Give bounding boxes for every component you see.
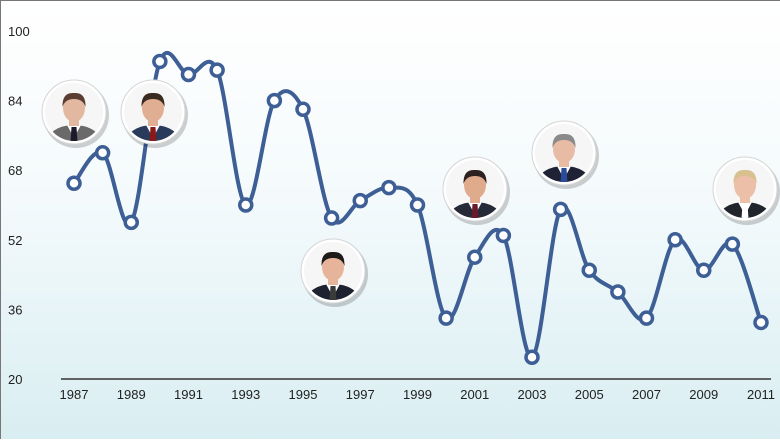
y-tick-label: 36 xyxy=(8,302,22,317)
x-tick-label: 2011 xyxy=(747,387,775,402)
data-point xyxy=(667,232,683,248)
data-point xyxy=(94,145,111,161)
data-point xyxy=(238,197,254,213)
portrait-4 xyxy=(442,156,510,225)
x-tick-label: 2005 xyxy=(575,387,604,402)
data-point xyxy=(696,262,712,278)
x-tick-label: 1991 xyxy=(174,387,203,402)
x-tick-label: 2007 xyxy=(632,387,661,402)
data-point xyxy=(266,92,283,109)
x-tick-label: 2009 xyxy=(689,387,718,402)
data-point xyxy=(438,310,454,326)
data-point xyxy=(753,314,769,331)
portrait-2 xyxy=(120,79,188,148)
x-tick-label: 1995 xyxy=(289,387,318,402)
data-point xyxy=(581,262,597,278)
x-axis-ticks: 1987 1989 1991 1993 1995 1997 1999 2001 2003 2005… xyxy=(60,387,775,402)
y-axis-ticks: 20 36 52 68 84 100 xyxy=(8,24,30,387)
portrait-5 xyxy=(531,120,599,189)
portrait-6 xyxy=(712,156,780,225)
x-tick-label: 2001 xyxy=(460,387,489,402)
portrait-1 xyxy=(41,79,109,148)
data-point xyxy=(209,62,225,78)
x-tick-label: 2003 xyxy=(518,387,547,402)
data-point xyxy=(295,101,311,118)
y-tick-label: 68 xyxy=(8,163,22,178)
y-tick-label: 52 xyxy=(8,233,22,248)
data-points xyxy=(66,53,769,365)
data-point xyxy=(552,201,569,218)
data-point xyxy=(352,192,368,209)
x-tick-label: 1987 xyxy=(60,387,89,402)
data-point xyxy=(323,210,340,226)
data-point xyxy=(467,249,483,265)
data-point xyxy=(724,236,741,252)
portraits xyxy=(41,79,780,307)
data-point xyxy=(180,66,197,83)
y-tick-label: 84 xyxy=(8,94,22,109)
data-point xyxy=(381,179,397,196)
x-tick-label: 1997 xyxy=(346,387,375,402)
x-tick-label: 1999 xyxy=(403,387,432,402)
data-point xyxy=(610,284,626,300)
data-point xyxy=(638,310,655,326)
x-tick-label: 1993 xyxy=(231,387,260,402)
y-tick-label: 100 xyxy=(8,24,30,39)
portrait-3 xyxy=(300,238,368,307)
x-tick-label: 1989 xyxy=(117,387,146,402)
data-point xyxy=(66,175,82,191)
data-point xyxy=(123,214,139,231)
data-point xyxy=(409,197,426,213)
y-tick-label: 20 xyxy=(8,372,22,387)
data-point xyxy=(152,53,168,70)
data-point xyxy=(524,349,540,365)
data-point xyxy=(495,227,512,244)
